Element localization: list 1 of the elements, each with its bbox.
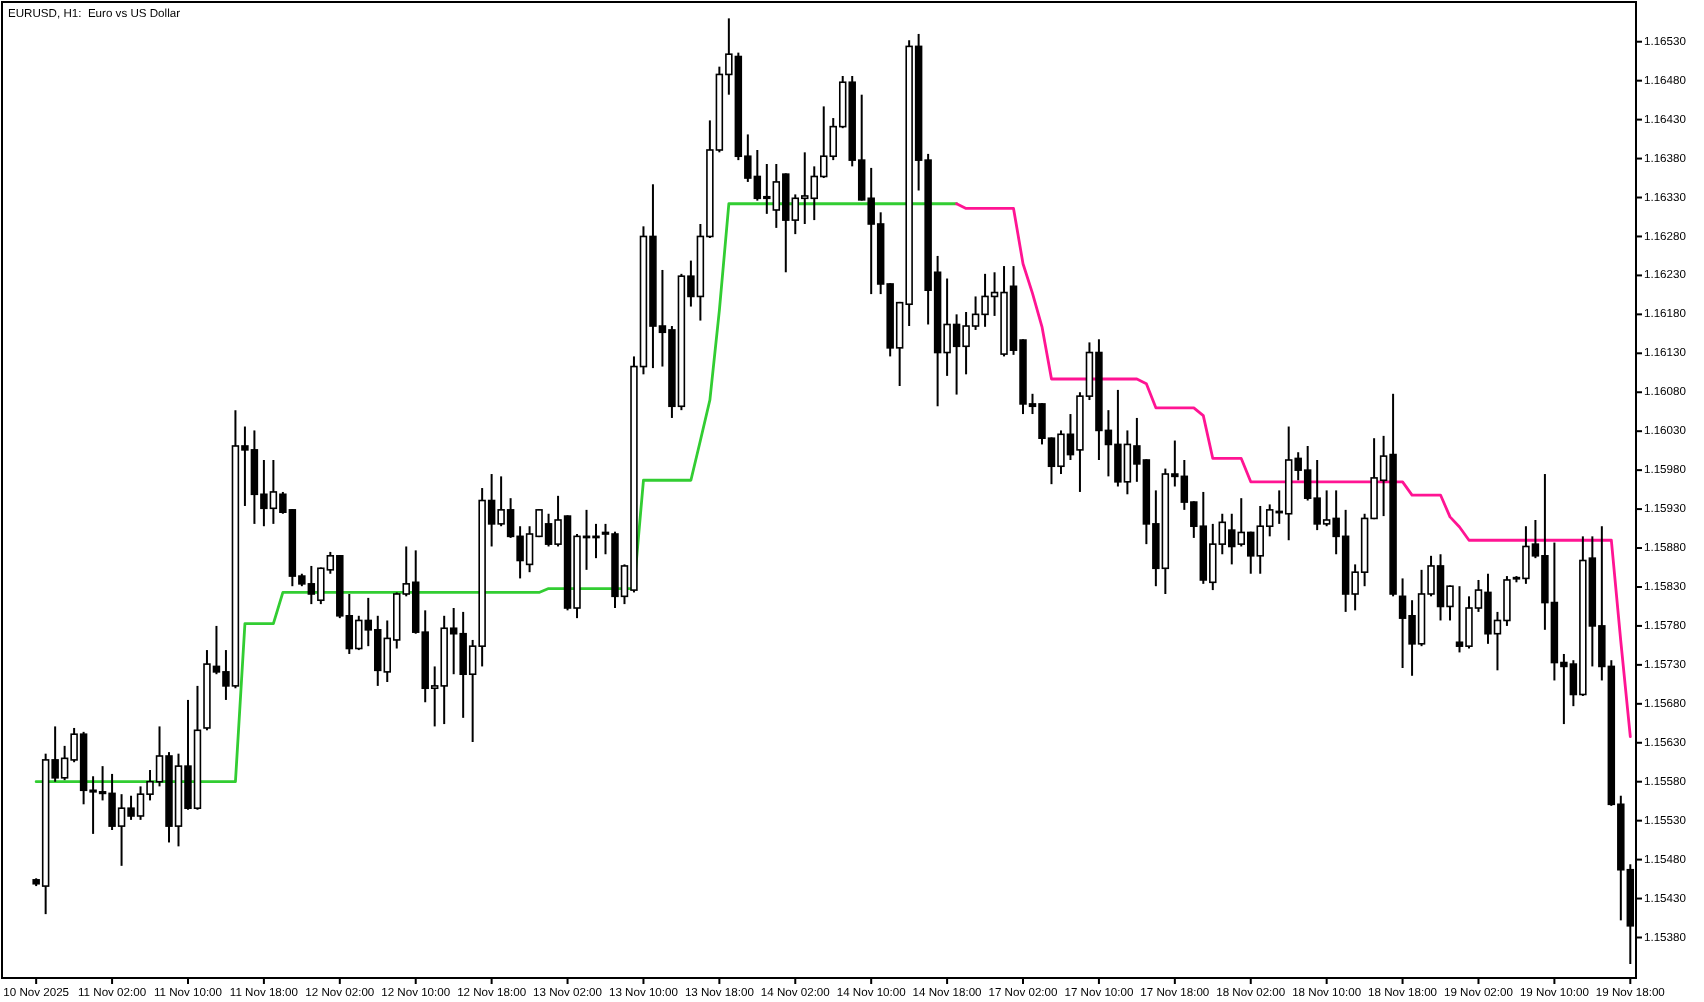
line-series xyxy=(955,202,1632,738)
